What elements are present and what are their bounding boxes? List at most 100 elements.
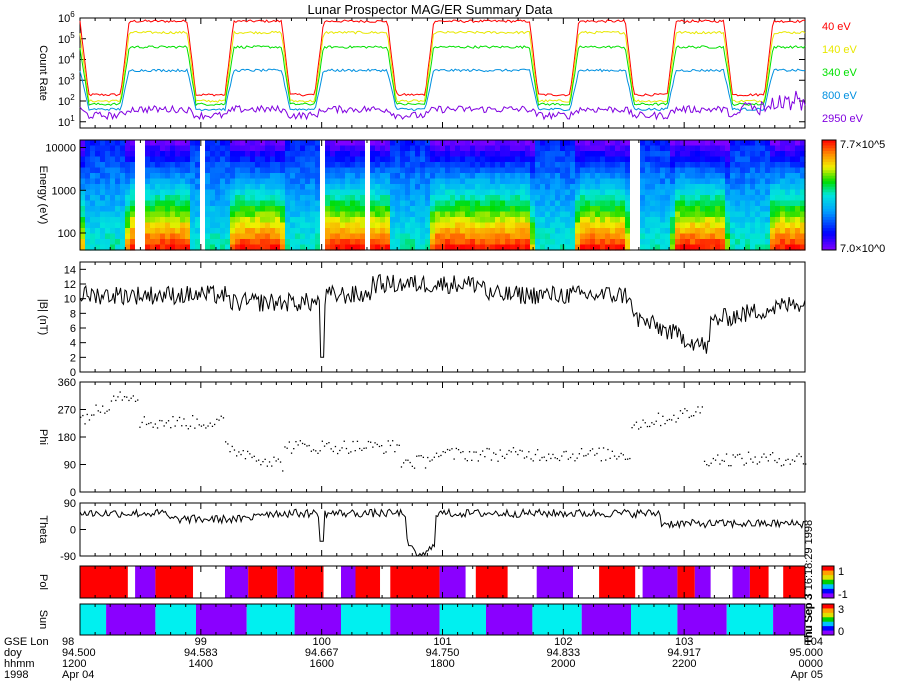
spectrogram-cell: [505, 222, 511, 229]
spectrogram-cell: [360, 184, 366, 191]
spectrogram-cell: [485, 173, 491, 180]
spectrogram-cell: [485, 189, 491, 196]
spectrogram-cell: [790, 178, 796, 185]
spectrogram-cell: [120, 140, 126, 147]
spectrogram-cell: [800, 189, 806, 196]
spectrogram-cell: [275, 167, 281, 174]
spectrogram-cell: [515, 228, 521, 235]
spectrogram-cell: [615, 178, 621, 185]
spectrogram-cell: [245, 184, 251, 191]
spectrogram-cell: [780, 184, 786, 191]
spectrogram-cell: [360, 233, 366, 240]
spectrogram-cell: [715, 173, 721, 180]
spectrogram-cell: [180, 211, 186, 218]
spectrogram-cell: [130, 156, 136, 163]
spectrogram-cell: [610, 206, 616, 213]
spectrogram-cell: [140, 140, 146, 147]
spectrogram-cell: [760, 173, 766, 180]
phi-point: [796, 455, 798, 457]
spectrogram-cell: [80, 228, 86, 235]
spectrogram-cell: [675, 211, 681, 218]
spectrogram-cell: [505, 200, 511, 207]
sun-ylabel: Sun: [37, 610, 49, 630]
spectrogram-cell: [310, 178, 316, 185]
phi-point: [128, 399, 130, 402]
spectrogram-cell: [430, 145, 436, 152]
spectrogram-cell: [705, 173, 711, 180]
sun-colorbar-min-label: 0: [838, 626, 844, 638]
spectrogram-cell: [695, 239, 701, 246]
spectrogram-cell: [690, 200, 696, 207]
spectrogram-cell: [590, 200, 596, 207]
spectrogram-cell: [550, 189, 556, 196]
spectrogram-cell: [760, 184, 766, 191]
spectrogram-cell: [710, 211, 716, 218]
spectrogram-cell: [375, 145, 381, 152]
colorbar-cell: [822, 175, 836, 179]
spectrogram-cell: [295, 228, 301, 235]
spectrogram-cell: [195, 151, 201, 158]
spectrogram-cell: [465, 145, 471, 152]
spectrogram-cell: [425, 222, 431, 229]
x-tick-label: 1400: [189, 658, 213, 670]
spectrogram-cell: [675, 173, 681, 180]
spectrogram-cell: [570, 167, 576, 174]
spectrogram-cell: [165, 200, 171, 207]
spectrogram-cell: [390, 189, 396, 196]
spectrogram-cell: [715, 156, 721, 163]
spectrogram-cell: [495, 244, 501, 251]
spectrogram-cell: [215, 184, 221, 191]
phi-point: [730, 465, 732, 467]
spectrogram-cell: [195, 156, 201, 163]
spectrogram-cell: [720, 173, 726, 180]
spectrogram-cell: [760, 195, 766, 202]
spectrogram-cell: [770, 239, 776, 246]
spectrogram-cell: [540, 178, 546, 185]
spectrogram-cell: [140, 184, 146, 191]
spectrogram-cell: [315, 184, 321, 191]
spectrogram-cell: [510, 217, 516, 224]
x-tick-label: 94.500: [62, 647, 96, 659]
colorbar-cell: [822, 612, 834, 618]
spectrogram-cell: [150, 211, 156, 218]
spectrogram-cell: [785, 151, 791, 158]
spectrogram-cell: [115, 173, 121, 180]
spectrogram-cell: [310, 217, 316, 224]
spectrogram-cell: [270, 178, 276, 185]
phi-point: [376, 443, 378, 446]
phi-ytick-label: 270: [58, 405, 76, 417]
spectrogram-cell: [280, 244, 286, 251]
x-tick-label: 1800: [430, 658, 454, 670]
spectrogram-cell: [395, 217, 401, 224]
spectrogram-cell: [550, 156, 556, 163]
spectrogram-cell: [720, 217, 726, 224]
phi-point: [106, 410, 108, 412]
colorbar-cell: [822, 140, 836, 144]
spectrogram-cell: [355, 178, 361, 185]
spectrogram-cell: [270, 151, 276, 158]
spectrogram-cell: [795, 228, 801, 235]
spectrogram-cell: [505, 173, 511, 180]
spectrogram-cell: [305, 178, 311, 185]
spectrogram-cell: [765, 184, 771, 191]
spectrogram-cell: [85, 145, 91, 152]
spectrogram-cell: [440, 151, 446, 158]
spectrogram-cell: [620, 145, 626, 152]
phi-point: [348, 452, 350, 454]
spectrogram-cell: [350, 211, 356, 218]
spectrogram-cell: [550, 145, 556, 152]
phi-point: [710, 462, 712, 464]
phi-point: [721, 459, 723, 462]
spectrogram-cell: [295, 145, 301, 152]
spectrogram-cell: [265, 206, 271, 213]
spectrogram-cell: [80, 184, 86, 191]
spectrogram-cell: [515, 206, 521, 213]
spectrogram-cell: [580, 162, 586, 169]
phi-point: [178, 416, 181, 419]
spectrogram-cell: [250, 189, 256, 196]
spectrogram-cell: [750, 239, 756, 246]
spectrogram-cell: [775, 189, 781, 196]
spectrogram-cell: [525, 195, 531, 202]
spectrogram-cell: [395, 200, 401, 207]
spectrogram-cell: [580, 233, 586, 240]
